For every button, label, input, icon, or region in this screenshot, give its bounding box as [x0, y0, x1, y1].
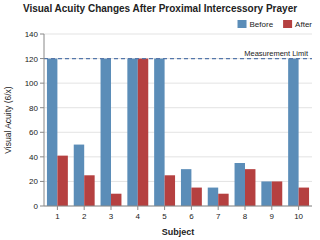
grid-line [44, 58, 312, 59]
bar [235, 163, 245, 206]
y-tick-label: 80 [29, 104, 38, 113]
legend-item: Before [238, 20, 274, 29]
x-tick-label: 1 [55, 212, 60, 221]
bar [165, 175, 175, 206]
bar [261, 181, 271, 206]
bar [111, 194, 121, 206]
x-tick [57, 206, 58, 210]
y-tick-label: 140 [25, 30, 39, 39]
bar [208, 188, 218, 206]
legend-item: After [283, 20, 312, 29]
plot-area [44, 34, 312, 206]
x-tick [245, 206, 246, 210]
grid [44, 34, 312, 206]
grid-line [44, 83, 312, 84]
y-tick [40, 58, 44, 59]
y-tick [40, 156, 44, 157]
y-tick [40, 34, 44, 35]
y-tick [40, 206, 44, 207]
legend-label: Before [250, 20, 274, 29]
legend: Before After [238, 20, 313, 29]
x-tick [298, 206, 299, 210]
grid-line [44, 132, 312, 133]
y-tick [40, 83, 44, 84]
y-axis [44, 34, 45, 206]
legend-swatch [238, 20, 247, 28]
bar [181, 169, 191, 206]
y-tick [40, 107, 44, 108]
grid-line [44, 34, 312, 35]
title: Visual Acuity Changes After Proximal Int… [23, 3, 297, 14]
bar [245, 169, 255, 206]
y-tick [40, 132, 44, 133]
x-tick [111, 206, 112, 210]
x-tick-label: 6 [189, 212, 194, 221]
bar [138, 59, 148, 206]
x-tick-label: 4 [136, 212, 141, 221]
x-tick-label: 10 [294, 212, 303, 221]
y-tick-label: 120 [25, 55, 39, 64]
x-tick-label: 8 [243, 212, 248, 221]
x-tick-label: 7 [216, 212, 221, 221]
bar [218, 194, 228, 206]
reference-label: Measurement Limit [244, 49, 309, 58]
marks [44, 59, 312, 206]
x-tick-label: 9 [270, 212, 275, 221]
y-tick-label: 60 [29, 128, 38, 137]
x-tick [164, 206, 165, 210]
bar [299, 188, 309, 206]
grid-line [44, 107, 312, 108]
x-tick-label: 2 [82, 212, 87, 221]
x-tick [191, 206, 192, 210]
chart: 0 20 40 60 80 100 120 140 Measurement Limit 1 2 3 4 5… [0, 0, 320, 240]
x-axis-label: Subject [162, 227, 195, 237]
x-tick [84, 206, 85, 210]
legend-swatch [283, 20, 292, 28]
y-tick-label: 20 [29, 177, 38, 186]
bar [47, 59, 57, 206]
y-axis-label: Visual Acuity (6/x) [3, 86, 13, 154]
bar [57, 156, 67, 206]
reference-line [44, 58, 312, 59]
bar [84, 175, 94, 206]
bar [101, 59, 111, 206]
bar [272, 181, 282, 206]
y-tick-label: 100 [25, 79, 39, 88]
bar [288, 59, 298, 206]
bar [74, 145, 84, 206]
y-tick-label: 40 [29, 153, 38, 162]
y-tick-label: 0 [34, 202, 39, 211]
bar [154, 59, 164, 206]
x-tick [137, 206, 138, 210]
x-tick-label: 5 [162, 212, 167, 221]
y-tick [40, 181, 44, 182]
bar [127, 59, 137, 206]
x-tick [271, 206, 272, 210]
x-tick [218, 206, 219, 210]
x-tick-label: 3 [109, 212, 114, 221]
bar [191, 188, 201, 206]
legend-label: After [295, 20, 312, 29]
